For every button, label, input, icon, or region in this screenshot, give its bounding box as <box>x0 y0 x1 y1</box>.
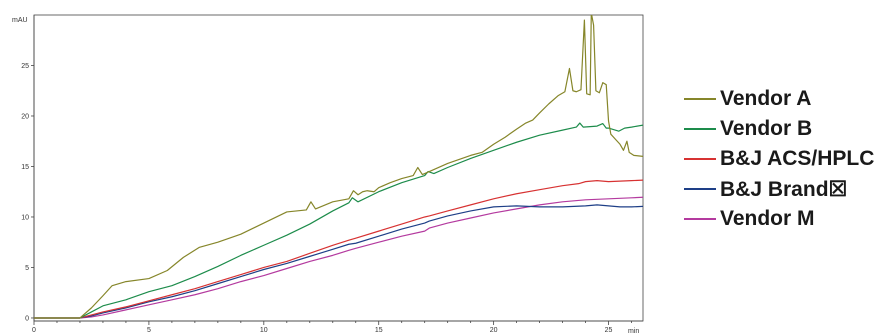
legend-item: Vendor M <box>684 204 874 234</box>
legend-item: Vendor A <box>684 84 874 114</box>
series-line-b-j-brand <box>34 204 643 319</box>
y-tick-label: 25 <box>21 63 29 70</box>
x-axis-unit: min <box>628 328 639 335</box>
legend-item: B&J Brand☒ <box>684 174 874 204</box>
series-line-vendor-a <box>34 15 643 319</box>
series-line-vendor-b <box>34 122 643 319</box>
legend-label: B&J Brand☒ <box>720 177 848 201</box>
legend-swatch <box>684 98 716 100</box>
legend-swatch <box>684 188 716 190</box>
series-lines <box>34 15 643 319</box>
x-tick-label: 20 <box>490 327 498 334</box>
legend-swatch <box>684 158 716 160</box>
x-axis-ticks: 0 5 10 15 20 25 <box>32 321 632 334</box>
series-line-vendor-m <box>34 196 643 319</box>
x-tick-label: 25 <box>605 327 613 334</box>
legend-label: B&J ACS/HPLC <box>720 147 875 170</box>
legend-label: Vendor A <box>720 87 812 110</box>
x-tick-label: 5 <box>147 327 151 334</box>
legend-item: Vendor B <box>684 114 874 144</box>
y-axis-ticks: 0 5 10 15 20 25 <box>21 63 34 322</box>
plot-frame <box>33 14 644 322</box>
y-tick-label: 20 <box>21 113 29 120</box>
legend-label: Vendor B <box>720 117 813 140</box>
legend: Vendor A Vendor B B&J ACS/HPLC B&J Brand☒ Ve… <box>684 84 874 234</box>
x-tick-label: 0 <box>32 327 36 334</box>
y-tick-label: 15 <box>21 164 29 171</box>
legend-swatch <box>684 128 716 130</box>
x-tick-label: 15 <box>375 327 383 334</box>
legend-label: Vendor M <box>720 207 815 230</box>
legend-item: B&J ACS/HPLC <box>684 144 874 174</box>
y-axis-unit: mAU <box>12 17 28 24</box>
chromatogram-chart: 0 5 10 15 20 25 0 5 10 15 20 25 mAU min <box>12 14 644 335</box>
y-tick-label: 10 <box>21 214 29 221</box>
series-line-b-j-acs-hplc <box>34 179 643 319</box>
legend-swatch <box>684 218 716 220</box>
y-tick-label: 5 <box>25 265 29 272</box>
y-tick-label: 0 <box>25 315 29 322</box>
x-tick-label: 10 <box>260 327 268 334</box>
